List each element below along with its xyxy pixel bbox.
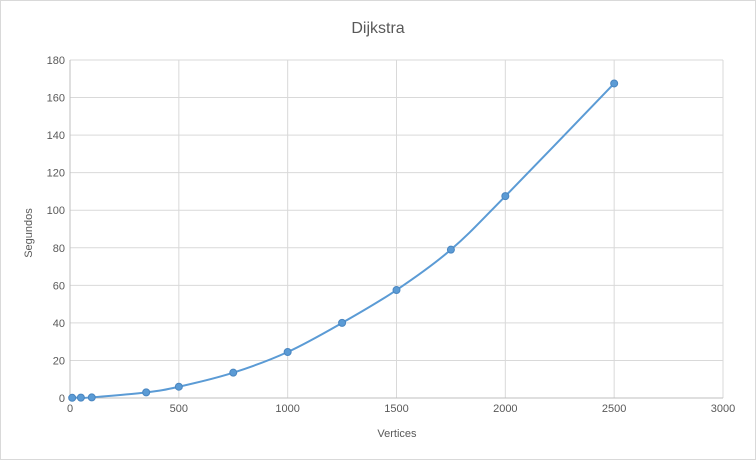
- y-tick-label: 160: [47, 93, 65, 105]
- series-line: [72, 82, 615, 399]
- chart-title: Dijkstra: [351, 20, 404, 37]
- y-tick-label: 20: [53, 355, 65, 367]
- data-point: [610, 79, 619, 88]
- y-tick-label: 40: [53, 318, 65, 330]
- data-point: [142, 388, 151, 397]
- x-tick-label: 1500: [384, 403, 408, 415]
- x-tick-label: 0: [67, 403, 73, 415]
- y-tick-label: 0: [59, 393, 65, 405]
- data-points: [68, 79, 619, 402]
- data-point: [283, 347, 292, 356]
- x-tick-label: 1000: [275, 403, 299, 415]
- y-tick-label: 120: [47, 168, 65, 180]
- gridlines: [70, 59, 724, 398]
- y-tick-labels: 0 20 40 60 80 100 120 140 160 180: [47, 55, 65, 405]
- x-tick-label: 2500: [602, 403, 626, 415]
- y-tick-label: 180: [47, 55, 65, 67]
- y-tick-label: 80: [53, 243, 65, 255]
- x-tick-label: 500: [170, 403, 188, 415]
- y-tick-label: 60: [53, 280, 65, 292]
- x-axis-label: Vertices: [377, 428, 417, 440]
- x-tick-label: 2000: [493, 403, 517, 415]
- axes: [69, 60, 723, 399]
- y-axis-label: Segundos: [23, 208, 35, 258]
- data-point: [338, 318, 347, 327]
- y-tick-label: 140: [47, 130, 65, 142]
- y-tick-label: 100: [47, 205, 65, 217]
- data-point: [76, 393, 85, 402]
- data-point: [174, 382, 183, 391]
- data-point: [501, 192, 510, 201]
- data-point: [68, 393, 77, 402]
- data-point: [446, 245, 455, 254]
- x-tick-label: 3000: [711, 403, 735, 415]
- data-point: [87, 393, 96, 402]
- data-point: [229, 368, 238, 377]
- x-tick-labels: 0 500 1000 1500 2000 2500 3000: [67, 403, 735, 415]
- data-point: [392, 286, 401, 295]
